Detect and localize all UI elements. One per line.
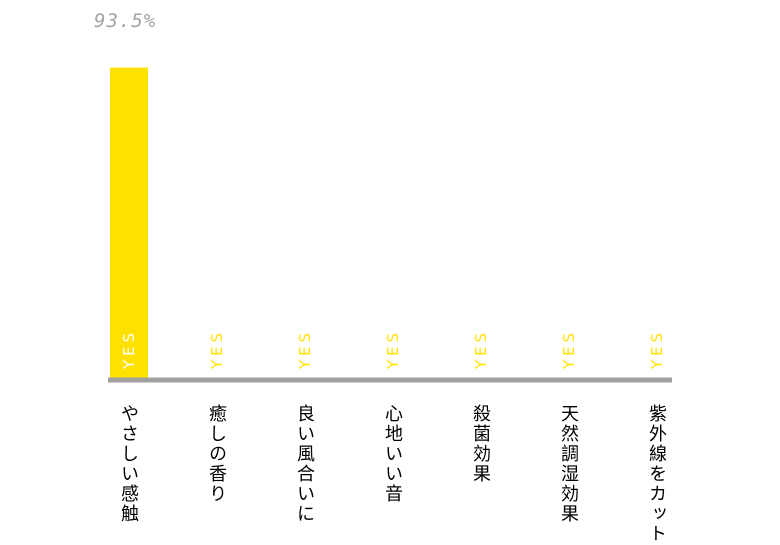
category-label-1: 癒しの香り	[206, 404, 227, 504]
bar-label-yes-4: YES	[472, 329, 490, 370]
bar-label-yes-3: YES	[384, 329, 402, 370]
category-label-6: 紫外線をカット	[646, 404, 667, 544]
value-labels-group: 93.5%	[94, 10, 156, 32]
bar-label-yes-5: YES	[560, 329, 578, 370]
yes-labels-group: YES YES YES YES YES YES YES	[120, 329, 666, 370]
bar-label-yes-2: YES	[296, 329, 314, 370]
bars-group	[110, 67, 148, 378]
bar-label-yes-1: YES	[208, 329, 226, 370]
bar-label-yes-6: YES	[648, 329, 666, 370]
value-label-0: 93.5%	[94, 10, 156, 32]
category-label-2: 良い風合いに	[294, 404, 315, 524]
bar-label-yes-0: YES	[120, 329, 138, 370]
category-label-3: 心地いい音	[382, 404, 403, 504]
category-label-4: 殺菌効果	[470, 404, 491, 484]
category-label-0: やさしい感触	[118, 404, 139, 524]
category-label-5: 天然調湿効果	[558, 404, 579, 524]
bar-0	[110, 67, 148, 378]
